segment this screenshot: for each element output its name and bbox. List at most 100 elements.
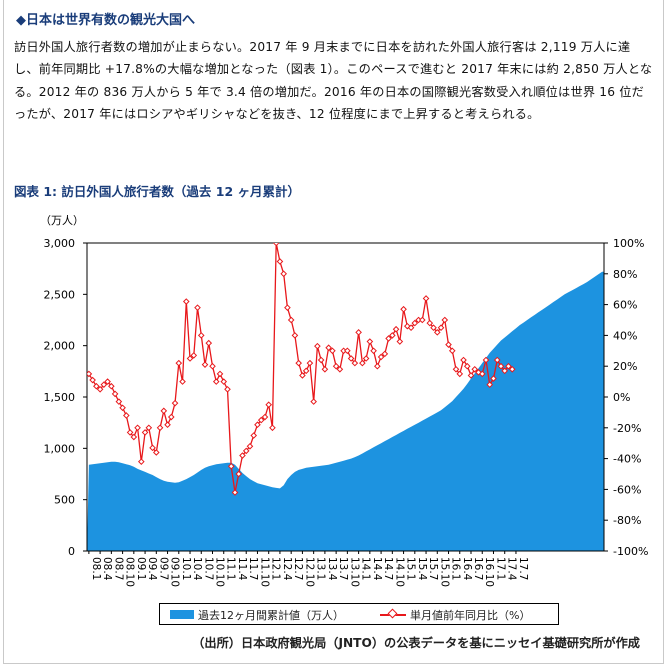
x-tick-label: 08.10: [124, 557, 136, 587]
yoy-point: [418, 316, 426, 324]
yoy-point: [119, 404, 126, 412]
y-left-tick-label: 1,500: [44, 391, 76, 404]
yoy-point: [149, 444, 156, 452]
y-right-tick-label: 60%: [613, 299, 637, 312]
chart-title: 図表 1: 訪日外国人旅行者数（過去 12 ヶ月累計）: [14, 184, 300, 199]
x-tick-label: 15.10: [438, 557, 450, 587]
x-tick-label: 15.4: [416, 557, 428, 581]
yoy-point: [359, 359, 366, 367]
yoy-point: [385, 335, 392, 342]
article-frame: [3, 0, 664, 664]
yoy-point: [100, 381, 108, 388]
yoy-point: [111, 390, 119, 398]
yoy-point: [93, 382, 100, 390]
yoy-point: [231, 489, 239, 496]
x-tick-label: 14.1: [360, 557, 372, 580]
yoy-point: [377, 353, 385, 361]
x-tick-label: 10.4: [191, 557, 203, 581]
yoy-point: [254, 421, 261, 429]
yoy-point: [156, 424, 164, 432]
yoy-point: [182, 298, 190, 305]
yoy-point: [197, 332, 205, 339]
x-tick-label: 17.4: [506, 557, 518, 581]
x-tick-label: 17.1: [494, 557, 506, 580]
x-tick-label: 10.7: [202, 557, 214, 580]
yoy-point: [123, 412, 130, 419]
yoy-point: [505, 362, 512, 370]
yoy-point: [493, 356, 501, 364]
yoy-point: [186, 355, 194, 362]
y-right-tick-label: 0%: [613, 391, 630, 404]
yoy-point: [460, 356, 467, 364]
yoy-point: [433, 329, 441, 336]
yoy-point: [115, 398, 123, 405]
yoy-point: [134, 424, 141, 432]
x-tick-label: 14.7: [382, 557, 394, 580]
y-left-tick-label: 1,000: [44, 442, 76, 455]
y-right-tick-label: 40%: [613, 329, 637, 342]
yoy-point: [490, 375, 497, 382]
yoy-point: [486, 381, 494, 388]
legend-area-label: 過去12ヶ月間累計値（万人）: [198, 609, 344, 622]
yoy-point: [87, 370, 93, 378]
y-right-tick-label: -60%: [613, 483, 641, 496]
y-right-tick-label: -80%: [613, 514, 641, 527]
yoy-point: [321, 365, 329, 373]
yoy-point: [242, 447, 250, 455]
y-left-tick-label: 0: [68, 545, 75, 558]
x-tick-label: 15.1: [405, 557, 417, 580]
yoy-point: [167, 413, 175, 421]
yoy-point: [272, 243, 280, 247]
yoy-point: [362, 355, 370, 362]
yoy-point: [246, 442, 254, 450]
source-note: （出所）日本政府観光局（JNTO）の公表データを基にニッセイ基礎研究所が作成: [192, 636, 640, 650]
yoy-point: [261, 413, 269, 421]
y-left-tick-label: 2,000: [44, 340, 76, 353]
yoy-point: [153, 449, 160, 456]
y-right-tick-label: 20%: [613, 360, 637, 373]
yoy-point: [329, 347, 336, 355]
x-tick-label: 12.7: [292, 557, 304, 580]
yoy-point: [396, 338, 404, 345]
yoy-point: [201, 361, 209, 368]
yoy-point: [291, 332, 299, 339]
yoy-point: [344, 347, 351, 355]
yoy-point: [347, 355, 355, 362]
legend-area-swatch: [170, 610, 194, 619]
yoy-point: [430, 324, 437, 332]
yoy-point: [332, 362, 340, 370]
y-left-tick-label: 500: [54, 494, 75, 507]
yoy-point: [426, 319, 434, 327]
x-tick-label: 16.4: [461, 557, 473, 581]
section-heading: ◆日本は世界有数の観光大国へ: [16, 13, 195, 28]
y-right-tick-label: -100%: [613, 545, 648, 558]
yoy-point: [287, 316, 295, 324]
y-left-tick-label: 2,500: [44, 288, 76, 301]
yoy-point: [299, 372, 306, 379]
x-tick-label: 11.10: [258, 557, 270, 587]
yoy-point: [314, 342, 321, 350]
yoy-point: [302, 367, 310, 375]
yoy-point: [370, 347, 377, 355]
yoy-point: [130, 433, 138, 441]
body-paragraph: 訪日外国人旅行者数の増加が止まらない。2017 年 9 月末までに日本を訪れた外…: [14, 40, 653, 121]
x-tick-label: 12.10: [303, 557, 315, 587]
yoy-point: [392, 325, 400, 333]
x-tick-label: 10.10: [214, 557, 226, 587]
yoy-point: [366, 338, 374, 345]
x-tick-label: 16.7: [472, 557, 484, 580]
y-right-tick-label: 100%: [613, 237, 644, 250]
yoy-point: [216, 370, 224, 378]
yoy-point: [160, 407, 168, 415]
yoy-point: [407, 324, 415, 332]
x-tick-label: 12.1: [270, 557, 282, 580]
x-tick-label: 13.1: [315, 557, 327, 580]
chart-legend: 過去12ヶ月間累計値（万人） 単月値前年同月比（%）: [159, 603, 559, 625]
yoy-point: [138, 458, 145, 465]
x-tick-label: 13.7: [337, 557, 349, 580]
yoy-point: [104, 378, 111, 385]
yoy-point: [497, 362, 505, 370]
yoy-point: [452, 365, 460, 373]
yoy-point: [194, 304, 201, 311]
x-tick-label: 08.7: [112, 557, 124, 580]
